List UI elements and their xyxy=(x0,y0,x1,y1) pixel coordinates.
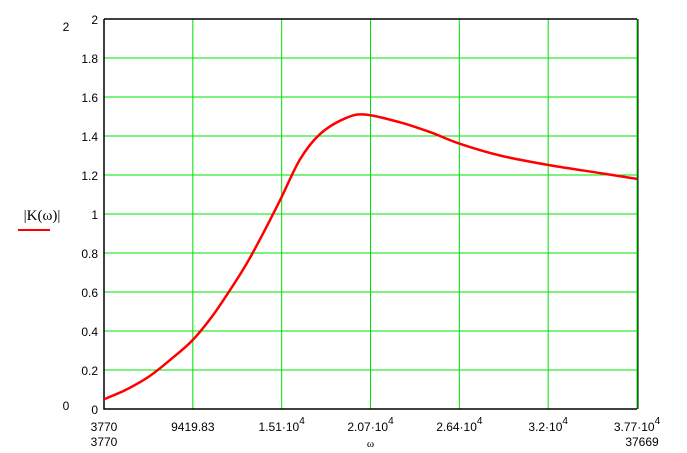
y-min-label: 0 xyxy=(63,399,70,413)
x-tick-label: 2.64·104 xyxy=(436,416,483,434)
y-max-label: 2 xyxy=(63,20,70,34)
y-tick-label: 1.6 xyxy=(81,91,98,105)
x-tick-label: 3770 xyxy=(91,420,118,434)
series-line xyxy=(103,113,638,401)
y-tick-label: 0.6 xyxy=(81,286,98,300)
y-tick-label: 1.2 xyxy=(81,169,98,183)
x-tick-label: 2.07·104 xyxy=(347,416,394,434)
x-tick-label: 3.2·104 xyxy=(528,416,568,434)
y-tick-label: 0.2 xyxy=(81,364,98,378)
x-min-label: 3770 xyxy=(91,435,118,449)
x-tick-label: 9419.83 xyxy=(171,420,215,434)
x-axis-label: ω xyxy=(367,438,374,450)
y-tick-label: 1.8 xyxy=(81,52,98,66)
x-tick-label: 3.77·104 xyxy=(614,416,661,434)
y-tick-label: 2 xyxy=(91,13,98,27)
y-tick-label: 1 xyxy=(91,208,98,222)
plot-frame xyxy=(103,18,637,410)
x-max-label: 37669 xyxy=(625,435,659,449)
y-axis-label: |K(ω)| xyxy=(24,208,61,224)
y-tick-label: 0.4 xyxy=(81,325,98,339)
y-tick-label: 0.8 xyxy=(81,247,98,261)
y-tick-label: 0 xyxy=(91,403,98,417)
x-tick-label: 1.51·104 xyxy=(259,416,306,434)
y-tick-label: 1.4 xyxy=(81,130,98,144)
